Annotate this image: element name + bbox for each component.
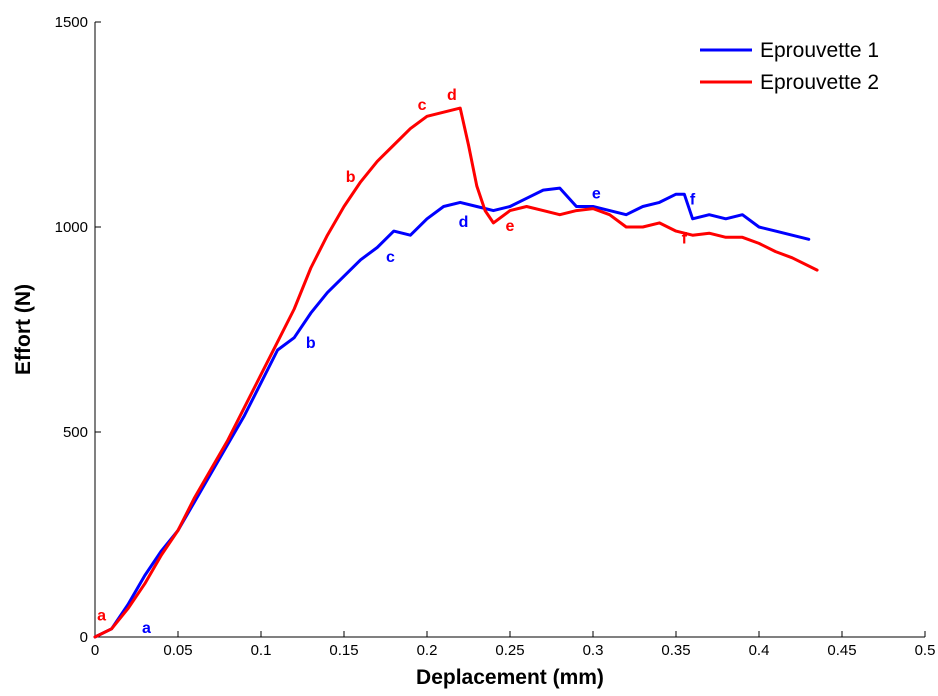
point-label: b <box>346 169 356 186</box>
point-label: d <box>459 214 469 231</box>
x-tick-label: 0.25 <box>495 642 524 659</box>
y-tick-label: 500 <box>63 424 88 441</box>
x-axis-title: Deplacement (mm) <box>416 666 604 689</box>
point-label: b <box>306 335 316 352</box>
y-tick-label: 1000 <box>55 219 88 236</box>
legend-label: Eprouvette 1 <box>760 39 879 62</box>
x-tick-label: 0.05 <box>163 642 192 659</box>
series-line-1 <box>93 186 811 639</box>
x-tick-label: 0.1 <box>251 642 272 659</box>
point-label: e <box>506 218 515 235</box>
x-tick-label: 0 <box>91 642 99 659</box>
y-axis-title: Effort (N) <box>12 284 35 375</box>
point-label: c <box>386 249 395 266</box>
series-line-2 <box>93 106 819 639</box>
point-label: a <box>97 608 106 625</box>
y-tick-label: 1500 <box>55 14 88 31</box>
x-tick-label: 0.15 <box>329 642 358 659</box>
point-label: f <box>690 191 696 208</box>
axes: 0 0.05 0.1 0.15 0.2 0.25 0.3 0.35 0.4 0.45 0.5 0 500… <box>55 14 936 659</box>
x-tick-label: 0.4 <box>749 642 770 659</box>
point-label: f <box>682 230 688 247</box>
x-tick-label: 0.2 <box>417 642 438 659</box>
x-tick-label: 0.3 <box>583 642 604 659</box>
x-tick-label: 0.45 <box>827 642 856 659</box>
x-tick-label: 0.5 <box>915 642 936 659</box>
point-label: e <box>592 185 601 202</box>
point-label: a <box>142 620 151 637</box>
legend-label: Eprouvette 2 <box>760 71 879 94</box>
point-annotations: a a b b c c d d e e f f <box>97 87 696 637</box>
legend: Eprouvette 1 Eprouvette 2 <box>700 39 879 94</box>
series-lines <box>93 106 819 639</box>
y-tick-label: 0 <box>80 629 88 646</box>
point-label: c <box>418 97 427 114</box>
point-label: d <box>447 87 457 104</box>
x-tick-label: 0.35 <box>661 642 690 659</box>
